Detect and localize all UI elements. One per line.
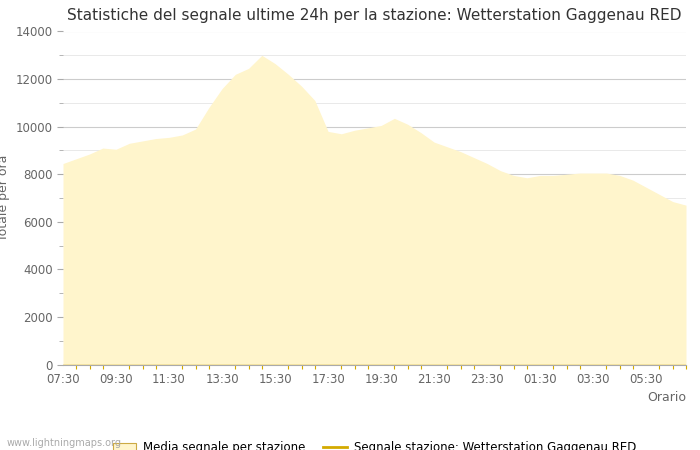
- Legend: Media segnale per stazione, Segnale stazione: Wetterstation Gaggenau RED: Media segnale per stazione, Segnale staz…: [108, 436, 641, 450]
- X-axis label: Orario: Orario: [647, 392, 686, 405]
- Title: Statistiche del segnale ultime 24h per la stazione: Wetterstation Gaggenau RED: Statistiche del segnale ultime 24h per l…: [67, 9, 682, 23]
- Text: www.lightningmaps.org: www.lightningmaps.org: [7, 438, 122, 448]
- Y-axis label: Totale per ora: Totale per ora: [0, 155, 10, 241]
